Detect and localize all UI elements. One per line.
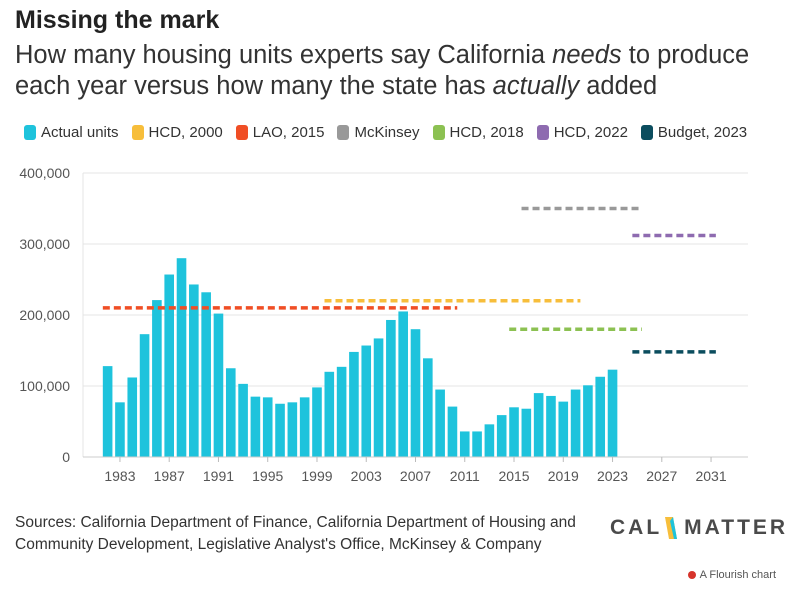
bar — [102, 366, 113, 457]
legend-label: LAO, 2015 — [252, 124, 325, 141]
flourish-icon — [687, 571, 696, 579]
bar — [115, 402, 125, 457]
y-tick-label: 300,000 — [19, 236, 70, 252]
bar — [250, 396, 261, 457]
bar — [509, 407, 519, 457]
subtitle-part: to produce each year versus how many the… — [15, 41, 750, 100]
bar — [558, 401, 569, 457]
legend-item[interactable]: HCD, 2000 — [131, 124, 223, 141]
x-tick-label: 2031 — [695, 468, 726, 484]
subtitle-part: How many housing units experts say Calif… — [15, 41, 553, 69]
legend-item[interactable]: Actual units — [24, 124, 119, 141]
bar — [533, 393, 544, 457]
legend: Actual units HCD, 2000 LAO, 2015 McKinsey HC… — [24, 124, 760, 141]
legend-item[interactable]: McKinsey — [337, 124, 420, 141]
legend-item[interactable]: Budget, 2023 — [640, 124, 748, 141]
legend-swatch — [235, 125, 248, 140]
x-tick-label: 1991 — [203, 468, 234, 484]
y-tick-label: 0 — [62, 449, 70, 465]
subtitle-emphasis: needs — [552, 41, 622, 69]
source-note: Sources: California Department of Financ… — [15, 514, 576, 553]
x-tick-label: 2023 — [597, 468, 628, 484]
bar — [176, 258, 187, 457]
bar — [435, 389, 445, 457]
bar — [447, 406, 458, 457]
x-tick-label: 2015 — [498, 468, 529, 484]
x-tick-label: 2003 — [351, 468, 382, 484]
bar — [459, 431, 470, 457]
bar — [398, 311, 408, 457]
bar — [312, 387, 322, 457]
x-tick-label: 1987 — [154, 468, 185, 484]
chart-plot: 0 100,000 200,000 300,000 400,000 1983 1987 199… — [19, 165, 748, 484]
bar — [189, 284, 199, 457]
x-tick-label: 1995 — [252, 468, 283, 484]
flourish-credit[interactable]: A Flourish chart — [687, 569, 776, 581]
x-tick-label: 2011 — [450, 468, 480, 484]
subtitle-emphasis: actually — [492, 72, 580, 100]
bar — [607, 369, 618, 457]
x-tick-label: 2007 — [400, 468, 431, 484]
bar — [213, 313, 224, 457]
legend-label: HCD, 2000 — [148, 124, 223, 141]
bar — [472, 431, 482, 457]
bar — [521, 408, 532, 457]
bar — [386, 319, 396, 457]
legend-label: HCD, 2018 — [449, 124, 524, 141]
bar — [287, 402, 298, 457]
calmatters-logo[interactable]: CAL MATTERS — [610, 515, 786, 541]
legend-label: McKinsey — [354, 124, 420, 141]
bar — [570, 389, 581, 457]
x-tick-label: 2019 — [548, 468, 579, 484]
logo-text-right: MATTERS — [684, 516, 786, 539]
chart-title: Missing the mark — [15, 6, 220, 34]
bar — [139, 334, 150, 457]
bar — [225, 368, 236, 457]
x-tick-label: 2027 — [646, 468, 677, 484]
y-tick-label: 100,000 — [19, 378, 70, 394]
y-tick-label: 200,000 — [19, 307, 70, 323]
subtitle-part: added — [579, 72, 658, 100]
bar — [361, 345, 372, 457]
legend-item[interactable]: HCD, 2022 — [536, 124, 628, 141]
bar — [484, 424, 495, 457]
legend-label: HCD, 2022 — [553, 124, 628, 141]
legend-label: Actual units — [41, 124, 119, 141]
logo-text-left: CAL — [610, 516, 663, 539]
bar — [299, 397, 310, 457]
bar — [423, 358, 433, 457]
bar — [164, 274, 175, 457]
bar — [275, 403, 285, 457]
x-tick-label: 1983 — [104, 468, 135, 484]
flourish-credit-label: A Flourish chart — [699, 569, 776, 581]
chart-subtitle: How many housing units experts say Calif… — [15, 40, 780, 102]
bar — [373, 338, 384, 457]
bar — [595, 376, 606, 457]
x-tick-label: 1999 — [301, 468, 332, 484]
bar — [496, 415, 507, 457]
legend-item[interactable]: LAO, 2015 — [235, 124, 325, 141]
legend-label: Budget, 2023 — [657, 124, 748, 141]
legend-swatch — [131, 125, 144, 140]
bar — [583, 385, 593, 457]
bar — [336, 366, 347, 457]
bar — [410, 329, 421, 457]
bar — [127, 377, 138, 457]
bar — [262, 397, 273, 457]
bar — [152, 300, 162, 457]
legend-swatch — [640, 125, 653, 140]
bar — [349, 351, 359, 457]
y-tick-label: 400,000 — [19, 165, 70, 181]
legend-item[interactable]: HCD, 2018 — [432, 124, 524, 141]
legend-swatch — [536, 125, 549, 140]
bar — [201, 292, 211, 457]
legend-swatch — [337, 125, 350, 140]
legend-swatch — [24, 125, 36, 140]
legend-swatch — [432, 125, 445, 140]
logo-mark-icon — [664, 515, 678, 541]
bar — [324, 371, 335, 457]
bar — [238, 383, 248, 457]
bar — [546, 395, 556, 457]
